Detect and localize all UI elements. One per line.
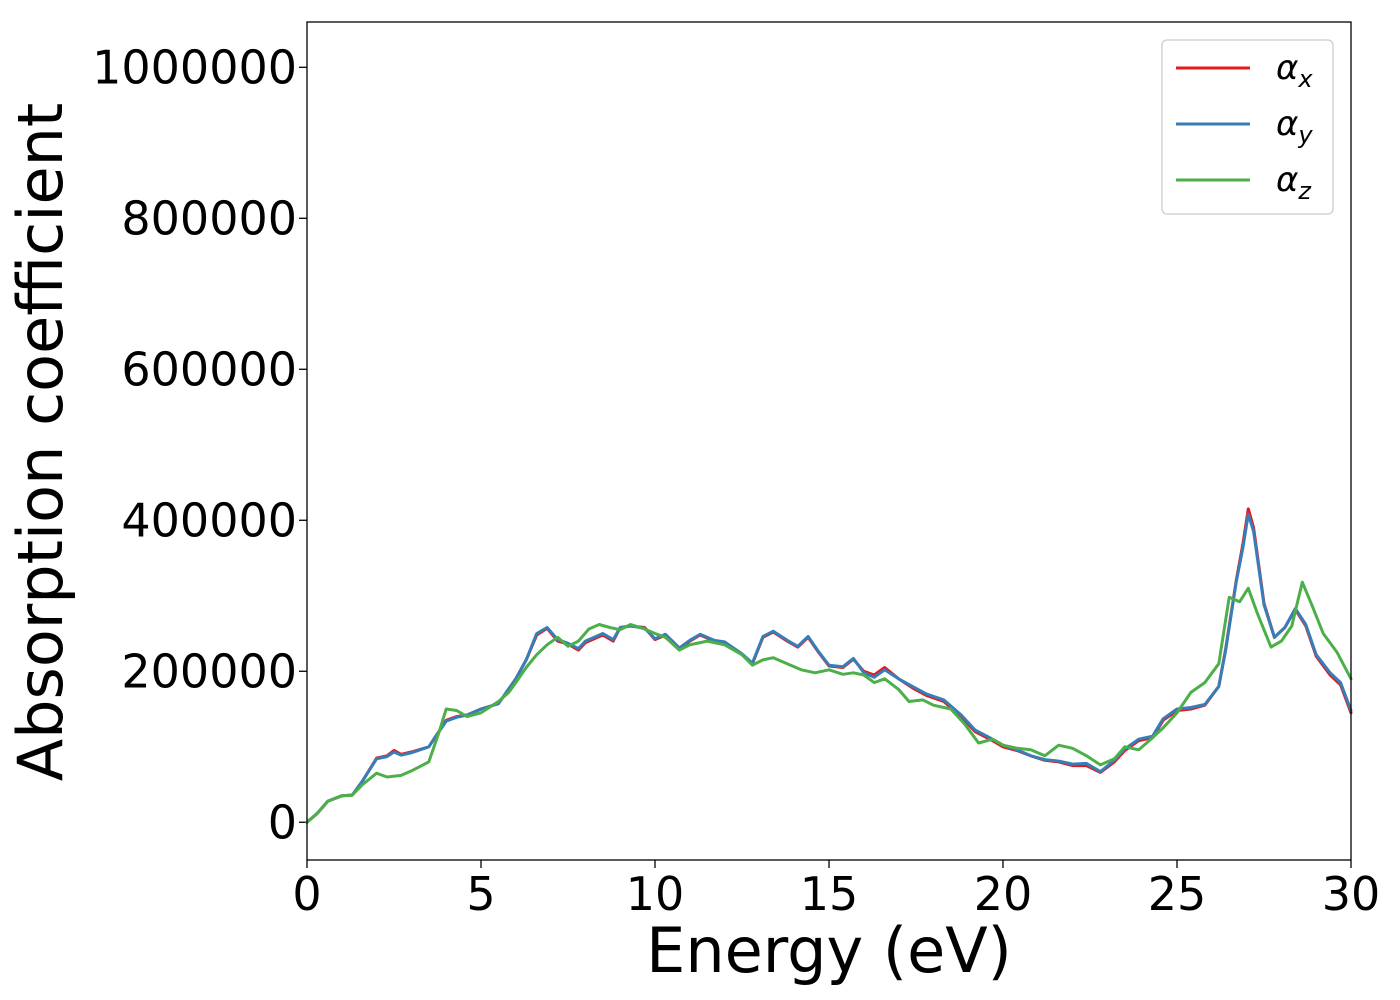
legend-label-x: αx — [1276, 48, 1313, 93]
legend-label-y: αy — [1276, 104, 1313, 149]
x-tick-label: 30 — [1322, 867, 1381, 921]
plot-frame — [306, 21, 1352, 861]
series-line-y — [305, 512, 1353, 824]
y-tick-label: 0 — [268, 795, 297, 849]
legend-label-z: αz — [1276, 160, 1312, 205]
x-tick-label: 5 — [466, 867, 495, 921]
y-tick-label: 400000 — [121, 493, 297, 547]
series-lines — [305, 507, 1353, 824]
series-line-z — [305, 580, 1353, 824]
x-tick-label: 0 — [292, 867, 321, 921]
y-axis-title: Absorption coefficient — [4, 103, 77, 782]
y-tick-label: 600000 — [121, 342, 297, 396]
x-tick-label: 15 — [800, 867, 859, 921]
x-tick-label: 20 — [974, 867, 1033, 921]
legend-box — [1161, 39, 1334, 215]
y-tick-label: 200000 — [121, 644, 297, 698]
x-tick-label: 25 — [1148, 867, 1207, 921]
y-tick-label: 1000000 — [92, 40, 297, 94]
x-axis-title: Energy (eV) — [646, 914, 1012, 987]
y-tick-label: 800000 — [121, 191, 297, 245]
x-tick-label: 10 — [626, 867, 685, 921]
legend: αx αy αz — [1161, 39, 1334, 215]
x-axis-ticks: 0 5 10 15 20 25 30 — [292, 860, 1380, 921]
y-axis-ticks: 0 200000 400000 600000 800000 1000000 — [92, 40, 307, 849]
